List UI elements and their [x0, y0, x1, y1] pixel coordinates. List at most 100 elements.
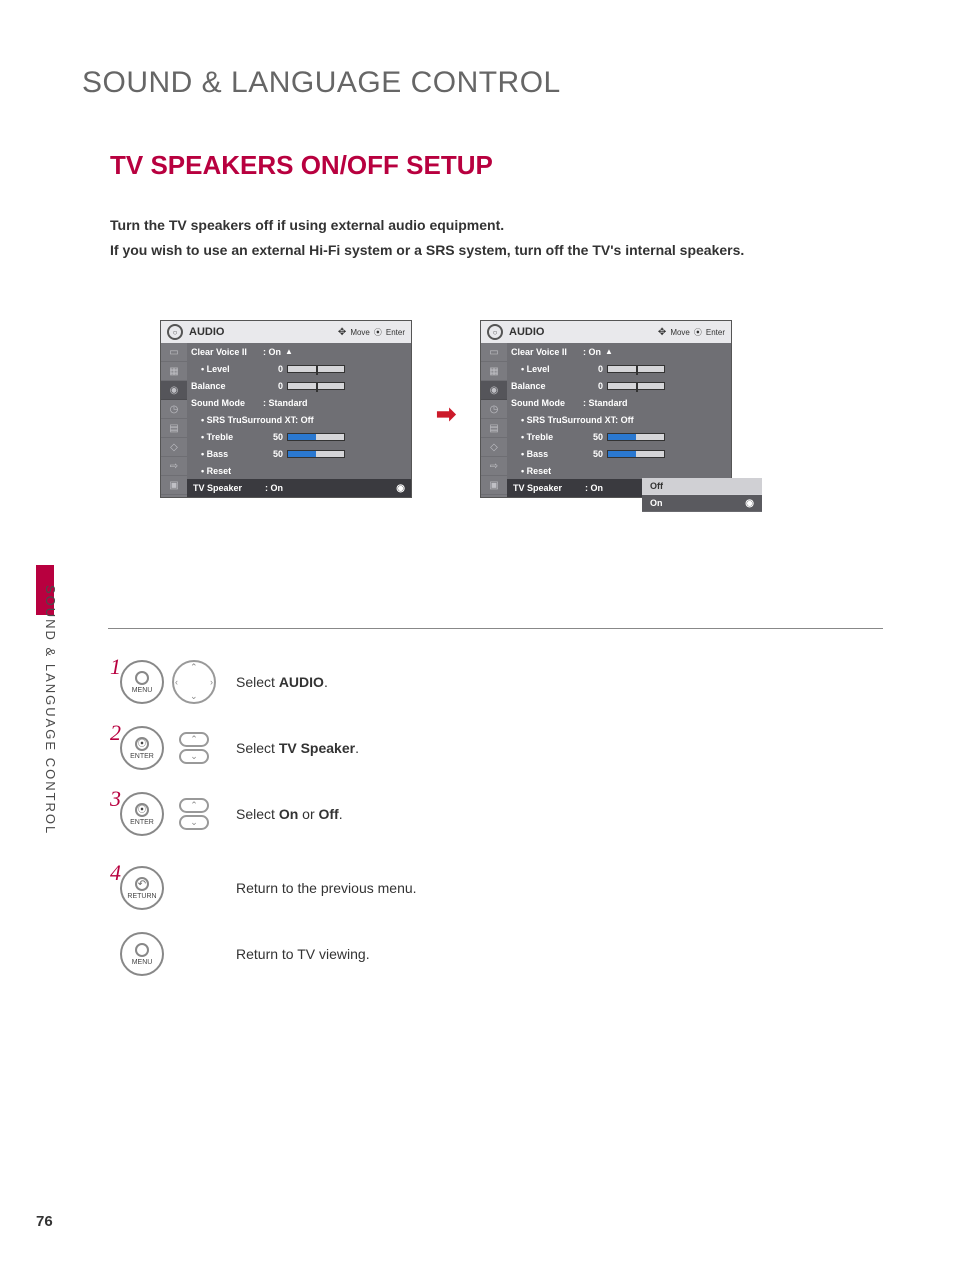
- audio-icon: ◉: [161, 381, 187, 400]
- slider-bass: [607, 450, 665, 458]
- transition-arrow-icon: ➡: [426, 400, 466, 429]
- speaker-icon: [487, 324, 503, 340]
- updown-button: ⌃ ⌄: [172, 792, 216, 836]
- row-balance: Balance 0: [187, 377, 411, 394]
- step-number: 1: [110, 654, 121, 680]
- option-icon: ▤: [481, 419, 507, 438]
- return-button: RETURN: [120, 866, 164, 910]
- slider-treble: [287, 433, 345, 441]
- step-2: 2 ⦿ ENTER ⌃ ⌄ Select TV Speaker.: [110, 726, 417, 770]
- up-arrow-icon: ▲: [285, 347, 293, 356]
- label-sound-mode: Sound Mode: [511, 398, 583, 408]
- time-icon: ◷: [161, 400, 187, 419]
- input-icon: ⇨: [481, 457, 507, 476]
- menu-button: MENU: [120, 660, 164, 704]
- lock-icon: ◇: [481, 438, 507, 457]
- menu-header: AUDIO ✥ Move ⦿ Enter: [481, 321, 731, 343]
- updown-button: ⌃ ⌄: [172, 726, 216, 770]
- step-number: 4: [110, 860, 121, 886]
- row-srs: • SRS TruSurround XT: Off: [187, 411, 411, 428]
- value-treble: 50: [583, 432, 603, 442]
- button-label: ENTER: [130, 819, 154, 826]
- picture-icon: ▭: [161, 343, 187, 362]
- menu-icon-column: ▭ ▦ ◉ ◷ ▤ ◇ ⇨ ▣: [481, 343, 507, 497]
- arrow-down-icon: ⌄: [179, 815, 209, 830]
- menu-hint: ✥ Move ⦿ Enter: [658, 327, 725, 338]
- step-1: 1 MENU ⌃ ⌄ ‹ › Select AUDIO.: [110, 660, 417, 704]
- row-reset: • Reset: [187, 462, 411, 479]
- label-bass: • Bass: [191, 449, 263, 459]
- enter-icon: ⦿: [694, 327, 702, 338]
- label-level: • Level: [511, 364, 583, 374]
- step-3: 3 ⦿ ENTER ⌃ ⌄ Select On or Off.: [110, 792, 417, 836]
- row-tv-speaker: TV Speaker : On ◉: [187, 479, 411, 497]
- step-text: Select TV Speaker.: [236, 740, 359, 756]
- slider-balance: [607, 382, 665, 390]
- value-sound-mode: : Standard: [263, 398, 308, 408]
- value-level: 0: [263, 364, 283, 374]
- menu-icon-column: ▭ ▦ ◉ ◷ ▤ ◇ ⇨ ▣: [161, 343, 187, 497]
- step-text: Return to TV viewing.: [236, 946, 370, 962]
- row-bass: • Bass 50: [507, 445, 731, 462]
- value-bass: 50: [263, 449, 283, 459]
- step-4: 4 RETURN Return to the previous menu.: [110, 866, 417, 910]
- step-5: MENU Return to TV viewing.: [110, 932, 417, 976]
- menu-header: AUDIO ✥ Move ⦿ Enter: [161, 321, 411, 343]
- arrow-down-icon: ⌄: [179, 749, 209, 764]
- label-sound-mode: Sound Mode: [191, 398, 263, 408]
- hint-enter: Enter: [706, 328, 725, 337]
- label-balance: Balance: [191, 381, 263, 391]
- button-label: MENU: [132, 959, 153, 966]
- label-treble: • Treble: [191, 432, 263, 442]
- row-sound-mode: Sound Mode : Standard: [507, 394, 731, 411]
- option-icon: ▤: [161, 419, 187, 438]
- step-text: Select On or Off.: [236, 806, 343, 822]
- slider-treble: [607, 433, 665, 441]
- audio-menu-right: AUDIO ✥ Move ⦿ Enter ▭ ▦ ◉ ◷ ▤ ◇ ⇨ ▣: [480, 320, 732, 498]
- label-balance: Balance: [511, 381, 583, 391]
- label-tv-speaker: TV Speaker: [513, 483, 585, 493]
- section-title: TV SPEAKERS ON/OFF SETUP: [110, 150, 493, 181]
- slider-level: [607, 365, 665, 373]
- page-number: 76: [36, 1213, 53, 1230]
- usb-icon: ▣: [481, 476, 507, 495]
- value-balance: 0: [583, 381, 603, 391]
- channel-icon: ▦: [161, 362, 187, 381]
- intro-line-1: Turn the TV speakers off if using extern…: [110, 213, 744, 238]
- label-level: • Level: [191, 364, 263, 374]
- arrow-up-icon: ⌃: [179, 798, 209, 813]
- option-off-label: Off: [650, 481, 663, 491]
- menu-screenshots: AUDIO ✥ Move ⦿ Enter ▭ ▦ ◉ ◷ ▤ ◇ ⇨ ▣ Cle: [160, 320, 732, 498]
- label-clear-voice: Clear Voice II: [511, 347, 583, 357]
- dpad-icon: ✥: [658, 327, 666, 338]
- input-icon: ⇨: [161, 457, 187, 476]
- button-label: RETURN: [127, 893, 156, 900]
- value-sound-mode: : Standard: [583, 398, 628, 408]
- label-reset: • Reset: [511, 466, 583, 476]
- label-reset: • Reset: [191, 466, 263, 476]
- slider-bass: [287, 450, 345, 458]
- hint-move: Move: [350, 328, 370, 337]
- row-balance: Balance 0: [507, 377, 731, 394]
- arrow-up-icon: ⌃: [179, 732, 209, 747]
- step-number: 2: [110, 720, 121, 746]
- label-clear-voice: Clear Voice II: [191, 347, 263, 357]
- row-clear-voice: Clear Voice II : On ▲: [187, 343, 411, 360]
- arrow-right-icon: ›: [210, 677, 213, 687]
- dpad-icon: ✥: [338, 327, 346, 338]
- hint-enter: Enter: [386, 328, 405, 337]
- speaker-icon: [167, 324, 183, 340]
- tv-speaker-dropdown: Off On ◉: [642, 478, 762, 512]
- sidebar-label: SOUND & LANGUAGE CONTROL: [36, 585, 58, 835]
- dropdown-option-off: Off: [642, 478, 762, 495]
- value-bass: 50: [583, 449, 603, 459]
- value-level: 0: [583, 364, 603, 374]
- arrow-down-icon: ⌄: [190, 691, 198, 702]
- button-label: ENTER: [130, 753, 154, 760]
- row-level: • Level 0: [187, 360, 411, 377]
- audio-menu-left: AUDIO ✥ Move ⦿ Enter ▭ ▦ ◉ ◷ ▤ ◇ ⇨ ▣ Cle: [160, 320, 412, 498]
- menu-title: AUDIO: [189, 326, 338, 338]
- enter-button: ⦿ ENTER: [120, 792, 164, 836]
- value-treble: 50: [263, 432, 283, 442]
- up-arrow-icon: ▲: [605, 347, 613, 356]
